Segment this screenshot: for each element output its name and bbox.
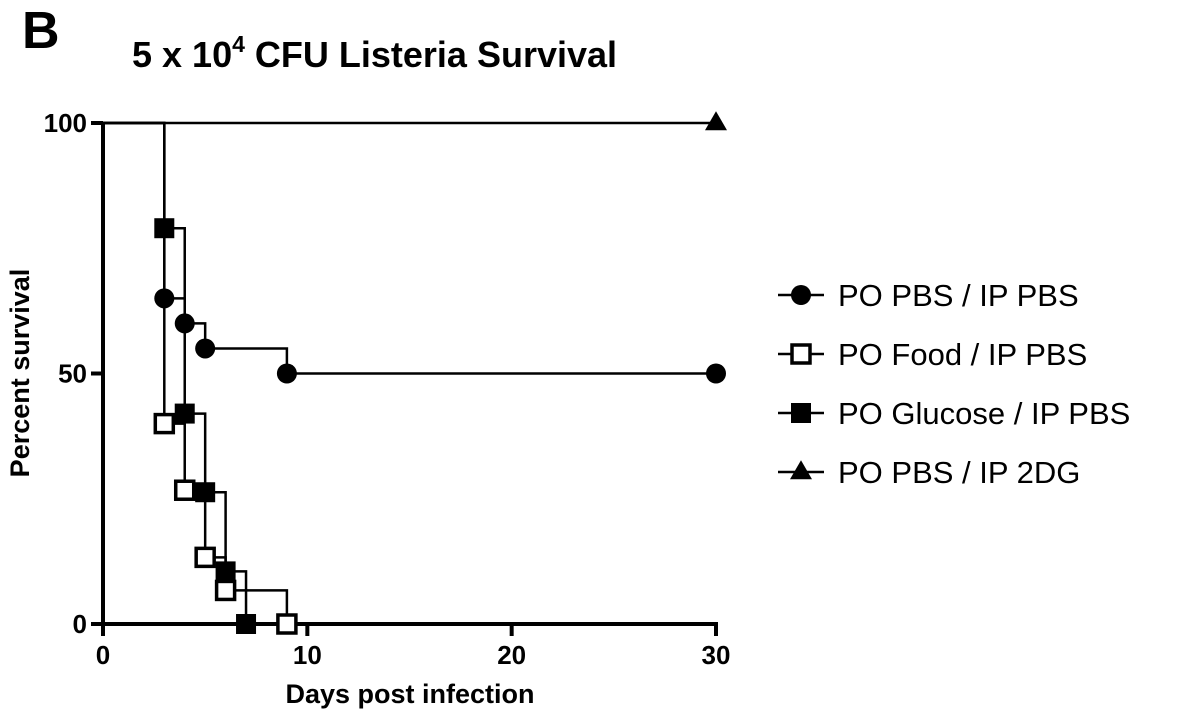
legend: PO PBS / IP PBS PO Food / IP PBS PO Glucos… xyxy=(778,278,1130,490)
series-3 xyxy=(103,111,727,131)
legend-marker-1 xyxy=(790,343,812,365)
series-2-point-4 xyxy=(236,614,257,634)
y-tick-label-1: 50 xyxy=(58,359,87,389)
y-tick-label-0: 0 xyxy=(73,609,87,639)
series-2-point-2 xyxy=(195,482,216,503)
series-line-2 xyxy=(103,121,248,624)
series-2-point-1 xyxy=(174,403,195,424)
legend-label-1: PO Food / IP PBS xyxy=(838,337,1087,372)
legend-item-1: PO Food / IP PBS xyxy=(778,337,1087,372)
x-tick-label-3: 30 xyxy=(702,640,731,670)
legend-label-3: PO PBS / IP 2DG xyxy=(838,455,1080,490)
legend-marker-3 xyxy=(790,460,812,480)
legend-item-0: PO PBS / IP PBS xyxy=(778,278,1079,313)
chart-title-main: 5 x 10 xyxy=(132,34,232,75)
legend-item-3: PO PBS / IP 2DG xyxy=(778,455,1080,490)
x-tick-label-1: 10 xyxy=(293,640,322,670)
series-1-point-3 xyxy=(214,579,237,602)
panel-label: B xyxy=(22,2,60,60)
legend-label-2: PO Glucose / IP PBS xyxy=(838,396,1130,431)
series-0-point-3 xyxy=(276,363,297,384)
series-0-point-4 xyxy=(706,363,726,384)
legend-label-0: PO PBS / IP PBS xyxy=(838,278,1079,313)
legend-item-2: PO Glucose / IP PBS xyxy=(778,396,1130,431)
series-layer xyxy=(103,111,727,635)
legend-marker-2 xyxy=(791,403,811,423)
series-1-point-4 xyxy=(276,613,298,635)
series-1-point-2 xyxy=(194,546,216,569)
y-axis-label: Percent survival xyxy=(5,269,35,478)
series-0 xyxy=(103,121,726,384)
axes: 0 10 20 30 0 50 100 xyxy=(44,108,731,670)
chart-title-superscript: 4 xyxy=(232,31,245,57)
series-1-point-1 xyxy=(173,479,196,501)
chart-title-suffix: CFU Listeria Survival xyxy=(245,34,617,75)
series-1-point-0 xyxy=(153,412,176,435)
y-tick-label-2: 100 xyxy=(44,108,87,138)
series-1 xyxy=(103,121,298,635)
x-tick-label-0: 0 xyxy=(96,640,110,670)
series-0-point-2 xyxy=(195,338,216,359)
series-2-point-3 xyxy=(215,561,236,582)
chart-title: 5 x 104 CFU Listeria Survival xyxy=(132,31,617,75)
series-2-point-0 xyxy=(154,218,175,239)
series-2 xyxy=(103,121,257,634)
series-line-0 xyxy=(103,121,716,375)
legend-marker-0 xyxy=(791,285,811,305)
series-3-point-0 xyxy=(705,111,727,131)
x-axis-label: Days post infection xyxy=(285,679,534,709)
x-tick-label-2: 20 xyxy=(497,640,526,670)
